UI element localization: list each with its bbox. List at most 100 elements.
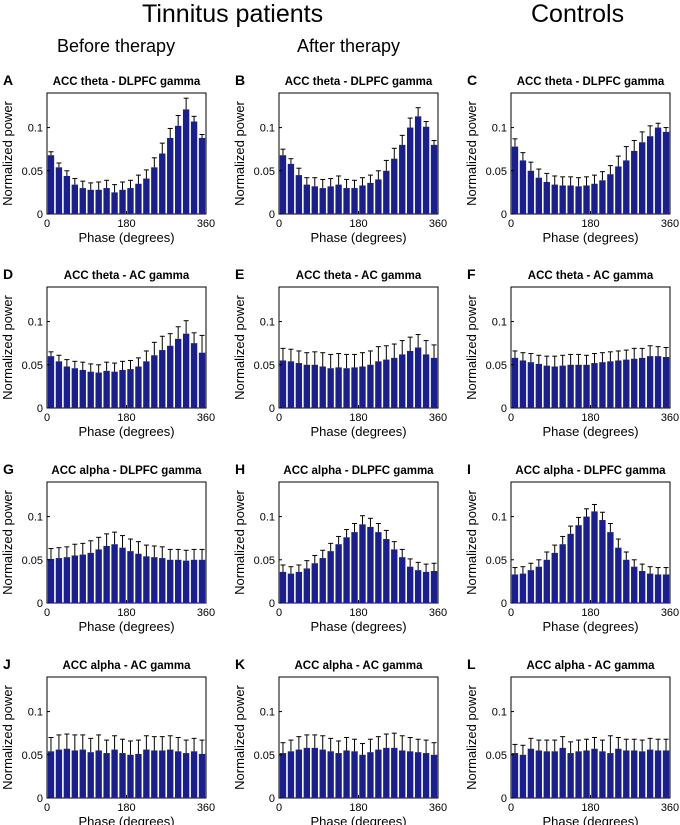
x-axis-label-i: Phase (degrees) [542, 619, 638, 634]
bar-l-3 [527, 748, 535, 798]
bar-e-10 [351, 367, 358, 408]
bar-b-16 [399, 144, 406, 214]
plot-frame-l [510, 676, 671, 799]
y-tick-label-c-2: 0.1 [492, 123, 507, 135]
bar-d-5 [79, 369, 86, 408]
bar-g-13 [143, 556, 150, 603]
bar-h-18 [414, 570, 422, 603]
panel-label-h: H [235, 461, 245, 477]
x-tick-label-d-2: 360 [197, 412, 215, 424]
bar-i-16 [631, 566, 638, 603]
panel-label-l: L [467, 656, 476, 672]
bar-j-5 [79, 749, 86, 798]
bar-i-19 [654, 574, 662, 603]
bar-a-13 [143, 178, 150, 214]
bar-e-12 [367, 364, 374, 408]
bar-c-15 [623, 160, 630, 214]
bar-a-8 [103, 188, 110, 214]
bar-f-13 [607, 361, 614, 408]
bar-g-17 [175, 559, 182, 603]
y-axis-label-e: Normalized power [232, 294, 247, 399]
y-tick-label-g-2: 0.1 [28, 512, 43, 524]
bar-l-20 [662, 750, 670, 798]
bar-f-8 [567, 364, 574, 408]
bar-k-9 [343, 750, 350, 798]
bar-j-1 [47, 751, 55, 798]
plot-frame-g [46, 481, 207, 604]
bar-g-3 [63, 557, 71, 603]
bar-b-8 [335, 184, 342, 214]
y-tick-label-d-2: 0.1 [28, 317, 43, 329]
bar-j-16 [167, 749, 174, 798]
bar-b-15 [391, 158, 398, 214]
x-tick-label-e-1: 180 [349, 412, 367, 424]
x-tick-label-b-1: 180 [349, 218, 367, 230]
bar-e-16 [399, 354, 406, 408]
bar-j-20 [198, 753, 206, 798]
bar-f-15 [623, 359, 630, 408]
y-tick-label-k-2: 0.1 [260, 707, 275, 719]
y-axis-label-l: Normalized power [464, 684, 479, 789]
bar-f-10 [583, 364, 590, 408]
bar-g-12 [135, 553, 142, 603]
bar-l-5 [543, 751, 550, 798]
bar-e-20 [430, 357, 438, 408]
bar-j-7 [95, 750, 102, 798]
bar-b-4 [303, 184, 310, 214]
bar-e-7 [327, 368, 334, 408]
bar-g-5 [79, 554, 86, 603]
plot-frame-f [510, 286, 671, 409]
bar-k-5 [311, 747, 318, 798]
bar-c-19 [654, 127, 662, 214]
bar-j-17 [175, 751, 182, 798]
bar-i-4 [535, 566, 543, 603]
x-tick-label-l-2: 360 [661, 802, 679, 814]
bar-j-13 [143, 749, 150, 798]
bar-b-18 [414, 116, 422, 214]
y-tick-label-k-1: 0.05 [254, 750, 275, 762]
bar-g-20 [198, 559, 206, 603]
bar-h-2 [287, 573, 295, 603]
bar-k-7 [327, 751, 334, 798]
bar-a-17 [175, 125, 182, 214]
bar-d-4 [71, 368, 78, 408]
chart-title-d: ACC theta - AC gamma [64, 270, 190, 282]
bar-f-9 [575, 364, 582, 408]
bar-i-5 [543, 559, 550, 603]
y-tick-label-f-0: 0 [501, 403, 507, 415]
bar-k-20 [430, 754, 438, 798]
x-tick-label-j-2: 360 [197, 802, 215, 814]
bar-k-18 [414, 752, 422, 798]
y-axis-label-i: Normalized power [464, 489, 479, 594]
bar-e-11 [359, 366, 366, 408]
y-tick-label-d-0: 0 [37, 403, 43, 415]
y-tick-label-l-0: 0 [501, 793, 507, 805]
bar-k-3 [295, 749, 303, 798]
y-axis-label-b: Normalized power [232, 100, 247, 205]
bar-b-13 [375, 179, 382, 214]
plot-frame-b [278, 92, 439, 215]
y-tick-label-e-1: 0.05 [254, 360, 275, 372]
x-tick-label-e-0: 0 [276, 412, 282, 424]
bar-k-1 [279, 753, 287, 798]
panel-label-b: B [235, 72, 245, 88]
panel-label-k: K [235, 656, 245, 672]
bar-e-5 [311, 364, 318, 408]
x-axis-label-h: Phase (degrees) [310, 619, 406, 634]
x-tick-label-l-0: 0 [508, 802, 514, 814]
bar-f-14 [615, 360, 622, 408]
bar-a-5 [79, 188, 86, 214]
bar-h-7 [327, 551, 334, 603]
bar-d-9 [111, 371, 118, 408]
plot-frame-a [46, 92, 207, 215]
bar-d-15 [159, 350, 166, 408]
chart-title-h: ACC alpha - DLPFC gamma [283, 465, 434, 477]
x-tick-label-j-1: 180 [117, 802, 135, 814]
plot-frame-i [510, 481, 671, 604]
bar-l-10 [583, 750, 590, 798]
bar-c-6 [551, 184, 558, 214]
bar-c-14 [615, 166, 622, 214]
y-axis-label-k: Normalized power [232, 684, 247, 789]
header-controls: Controls [531, 0, 625, 28]
